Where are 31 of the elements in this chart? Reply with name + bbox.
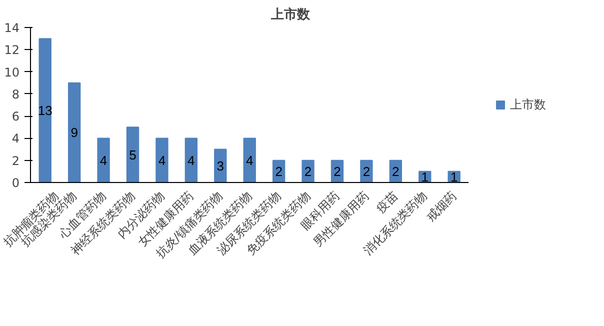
bar xyxy=(126,126,140,182)
legend-label: 上市数 xyxy=(510,96,546,113)
data-label: 4 xyxy=(100,152,108,168)
chart-title: 上市数 xyxy=(270,6,311,22)
data-label: 2 xyxy=(304,164,312,179)
data-label: 1 xyxy=(450,169,458,184)
bar xyxy=(243,138,256,182)
bar xyxy=(38,38,52,182)
data-label: 3 xyxy=(216,158,224,174)
y-tick-label: 4 xyxy=(12,132,20,146)
y-tick-label: 6 xyxy=(12,110,20,124)
y-tick-label: 2 xyxy=(12,154,20,168)
data-label: 4 xyxy=(246,152,254,168)
data-label: 9 xyxy=(70,125,78,140)
y-tick-label: 12 xyxy=(4,43,20,58)
y-tick-label: 14 xyxy=(4,21,20,35)
data-label: 2 xyxy=(275,164,282,179)
bar xyxy=(156,138,168,182)
bar xyxy=(184,138,198,182)
data-label: 4 xyxy=(158,152,166,168)
data-label: 1 xyxy=(421,169,428,184)
data-label: 2 xyxy=(362,164,370,179)
data-label: 4 xyxy=(188,152,195,168)
data-label: 2 xyxy=(392,164,400,179)
y-tick-label: 0 xyxy=(12,176,20,190)
bar xyxy=(68,82,81,182)
y-tick-label: 10 xyxy=(4,65,20,80)
data-label: 2 xyxy=(334,164,341,179)
y-tick-label: 8 xyxy=(12,87,20,102)
data-label: 5 xyxy=(129,147,136,162)
bar xyxy=(97,138,110,182)
